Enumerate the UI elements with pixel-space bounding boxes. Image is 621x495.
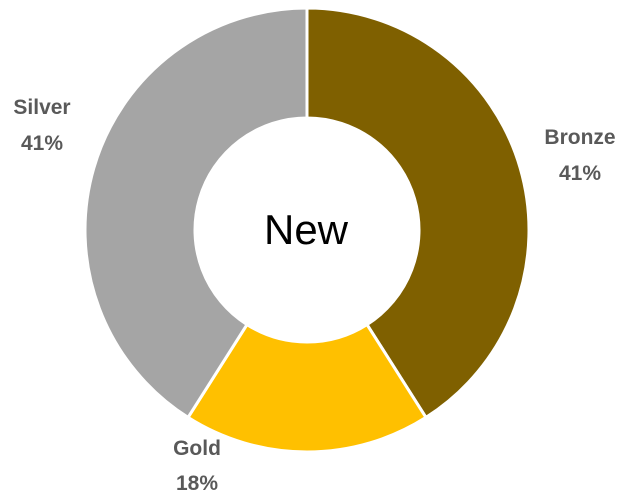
slice-label-percent-gold: 18%	[176, 472, 218, 495]
slice-label-name-silver: Silver	[13, 96, 70, 119]
donut-center-label: New	[264, 206, 349, 253]
slice-label-name-gold: Gold	[173, 437, 221, 460]
slice-label-name-bronze: Bronze	[544, 126, 615, 149]
slice-label-percent-bronze: 41%	[559, 162, 601, 185]
slice-label-percent-silver: 41%	[21, 132, 63, 155]
